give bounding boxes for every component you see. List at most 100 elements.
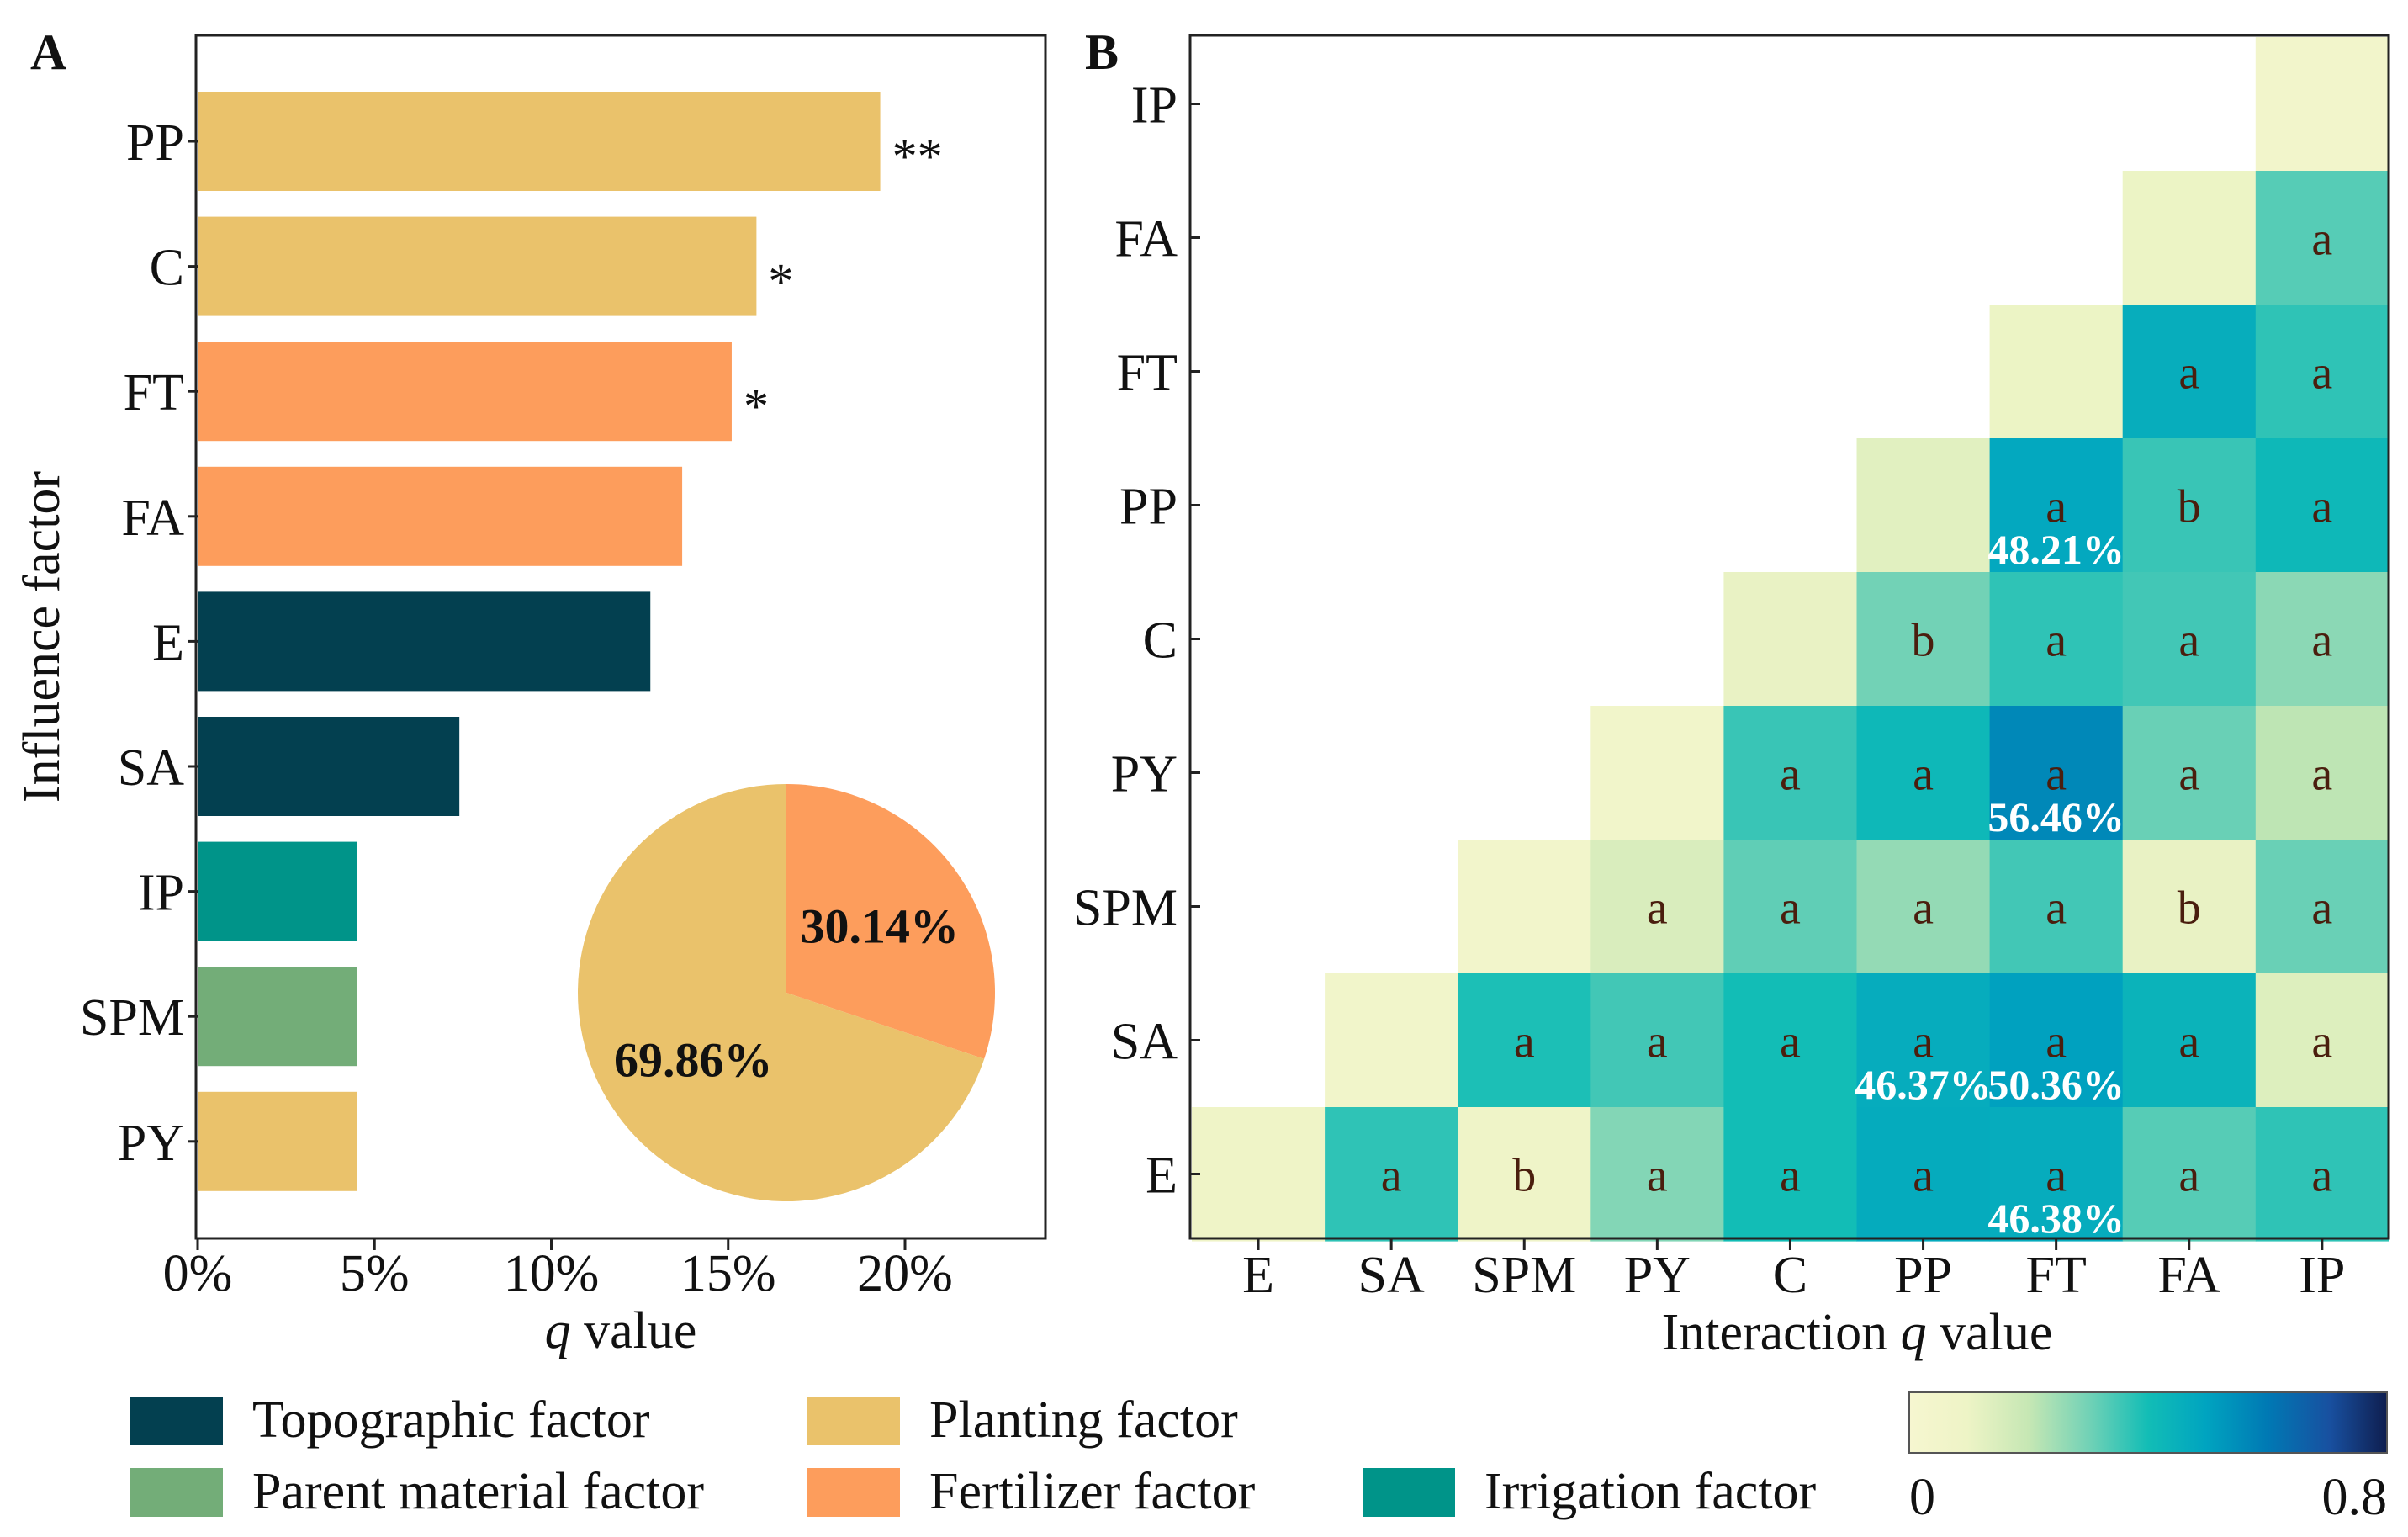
pie-slice-fertilizer [786, 784, 996, 1059]
significance-letter: a [1647, 1016, 1668, 1068]
cell-ip-ft [2255, 305, 2389, 439]
panel-a-bars: **** [198, 92, 943, 1191]
cell-ft-c [1989, 572, 2124, 707]
heatmap-y-label-py: PY [1111, 746, 1178, 803]
significance-letter: a [2045, 481, 2067, 533]
significance-letter: a [2045, 615, 2067, 667]
legend-label-fertilizer: Fertilizer factor [929, 1463, 1256, 1520]
significance-letter: a [2311, 481, 2332, 533]
significance-letter: a [2045, 749, 2067, 801]
bar-ft [198, 342, 732, 442]
cell-ip-py [2255, 706, 2389, 840]
cell-fa-sa [2122, 973, 2257, 1108]
heatmap-y-label-ip: IP [1131, 77, 1178, 135]
cell-ip-sa [2255, 973, 2389, 1108]
x-tick-label: 10% [504, 1245, 600, 1302]
significance-letter: a [2178, 1150, 2199, 1202]
y-tick-label-e: E [152, 614, 184, 671]
heatmap-y-label-ft: FT [1117, 345, 1178, 402]
significance-letter: a [2178, 615, 2199, 667]
cell-pp-sa [1856, 973, 1991, 1108]
cell-c-py [1723, 706, 1858, 840]
significance-letter: a [2311, 749, 2332, 801]
cell-py-spm [1590, 840, 1724, 974]
legend-swatch-topographic [130, 1397, 223, 1445]
legend-swatch-parent [130, 1468, 223, 1517]
cell-ip-c [2255, 572, 2389, 707]
significance-letter: b [2178, 481, 2201, 533]
significance-letter: b [1512, 1150, 1536, 1202]
legend-label-planting: Planting factor [929, 1391, 1238, 1449]
cell-spm-e [1458, 1107, 1591, 1242]
significance-letter: a [2311, 1016, 2332, 1068]
panel-a-x-ticks: 0% 5% 10% 15% 20% [163, 1238, 953, 1302]
cell-sa-e [1325, 1107, 1458, 1242]
cell-pp-spm [1856, 840, 1991, 974]
significance-letter: b [2178, 882, 2201, 935]
x-tick-label: 15% [680, 1245, 776, 1302]
significance-letter: a [1913, 882, 1934, 935]
significance-letter: a [1913, 749, 1934, 801]
cell-py-sa [1590, 973, 1724, 1108]
significance-ft: * [744, 379, 769, 434]
cell-pp-e [1856, 1107, 1991, 1242]
heatmap-y-label-fa: FA [1114, 211, 1178, 268]
cell-fa-c [2122, 572, 2257, 707]
cell-py-py [1590, 706, 1724, 840]
heatmap-y-label-e: E [1146, 1147, 1178, 1205]
significance-letter: a [2311, 882, 2332, 935]
heatmap-x-label-spm: SPM [1472, 1247, 1576, 1304]
heatmap-x-label-pp: PP [1894, 1247, 1952, 1304]
cell-c-c [1723, 572, 1858, 707]
y-tick-label-c: C [150, 240, 184, 297]
cell-spm-spm [1458, 840, 1591, 974]
cell-fa-e [2122, 1107, 2257, 1242]
panel-b-y-ticks: IP FA FT PP C PY SPM SA E [1073, 77, 1200, 1205]
cell-py-e [1590, 1107, 1724, 1242]
cell-ip-e [2255, 1107, 2389, 1242]
bar-spm [198, 967, 357, 1067]
legend-swatch-fertilizer [807, 1468, 900, 1517]
cell-c-spm [1723, 840, 1858, 974]
panel-a-label: A [30, 24, 66, 80]
bar-py [198, 1091, 357, 1191]
bar-pp [198, 92, 881, 191]
cell-ip-fa [2255, 171, 2389, 305]
colorbar-gradient [1908, 1391, 2388, 1454]
cell-e-e [1192, 1107, 1326, 1242]
heatmap-y-label-sa: SA [1111, 1014, 1178, 1071]
y-tick-label-fa: FA [121, 490, 184, 547]
x-tick-label: 5% [340, 1245, 410, 1302]
significance-letter: a [1780, 1016, 1801, 1068]
interaction-percent-label: 48.21% [1987, 526, 2125, 573]
cell-pp-pp [1856, 438, 1991, 573]
heatmap-x-label-e: E [1242, 1247, 1274, 1304]
y-tick-label-pp: PP [126, 114, 184, 172]
cell-fa-fa [2122, 171, 2257, 305]
pie-label-fertilizer: 30.14% [800, 898, 959, 953]
significance-letter: a [2178, 749, 2199, 801]
cell-fa-py [2122, 706, 2257, 840]
cell-ft-sa [1989, 973, 2124, 1108]
heatmap-y-label-c: C [1143, 612, 1178, 670]
x-tick-label: 0% [163, 1245, 233, 1302]
heatmap-y-label-spm: SPM [1073, 880, 1178, 937]
significance-letter: a [2178, 1016, 2199, 1068]
panel-b-x-axis-title: Interaction q value [1662, 1304, 2053, 1361]
significance-letter: a [2045, 882, 2067, 935]
cell-ip-spm [2255, 840, 2389, 974]
panel-b-heatmap-cells [1192, 37, 2389, 1242]
cell-fa-spm [2122, 840, 2257, 974]
significance-letter: a [2311, 347, 2332, 400]
significance-letter: a [1514, 1016, 1535, 1068]
cell-pp-c [1856, 572, 1991, 707]
panel-b-label: B [1085, 24, 1119, 80]
interaction-percent-label: 46.38% [1987, 1195, 2125, 1242]
interaction-percent-label: 46.37% [1855, 1061, 1992, 1108]
bar-c [198, 216, 757, 316]
heatmap-x-label-ft: FT [2025, 1247, 2086, 1304]
cell-c-sa [1723, 973, 1858, 1108]
significance-letter: a [1647, 1150, 1668, 1202]
